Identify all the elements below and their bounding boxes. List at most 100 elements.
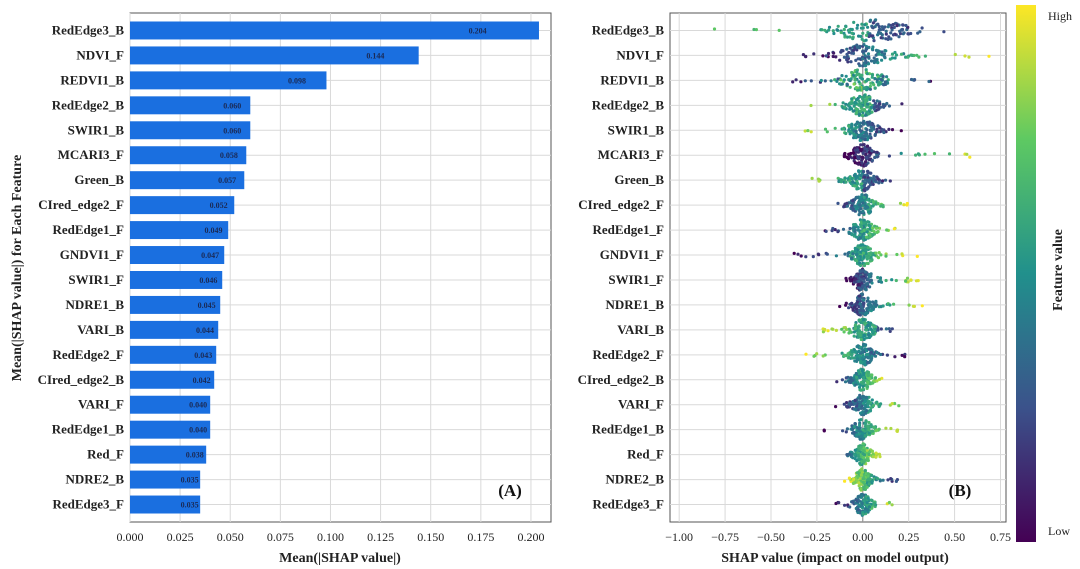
shap-point bbox=[859, 225, 864, 229]
shap-point bbox=[860, 432, 864, 436]
shap-point bbox=[872, 99, 876, 103]
shap-point bbox=[856, 186, 860, 191]
shap-point bbox=[852, 305, 857, 309]
shap-point bbox=[864, 130, 868, 134]
shap-point bbox=[866, 373, 870, 378]
shap-point bbox=[837, 501, 841, 505]
shap-point bbox=[869, 327, 873, 332]
shap-point bbox=[848, 46, 852, 50]
bar-chart-x-tick: 0.075 bbox=[267, 530, 294, 544]
shap-point bbox=[865, 128, 869, 132]
shap-point bbox=[862, 108, 867, 112]
shap-point bbox=[865, 33, 869, 38]
shap-point bbox=[841, 101, 845, 105]
shap-point bbox=[852, 20, 856, 24]
shap-point bbox=[849, 77, 853, 81]
shap-point bbox=[854, 175, 859, 179]
shap-point bbox=[845, 327, 849, 332]
shap-point bbox=[854, 207, 858, 211]
shap-point bbox=[907, 303, 911, 307]
bar-feature-label: RedEdge3_F bbox=[53, 497, 125, 512]
shap-point bbox=[855, 148, 860, 152]
shap-point bbox=[877, 251, 881, 255]
shap-point bbox=[864, 422, 868, 426]
shap-point bbox=[866, 55, 870, 59]
shap-point bbox=[855, 26, 859, 30]
shap-point bbox=[857, 34, 861, 38]
bar-value-label: 0.046 bbox=[199, 276, 217, 285]
shap-point bbox=[861, 428, 865, 432]
shap-point bbox=[914, 153, 918, 157]
shap-point bbox=[877, 107, 881, 111]
shap-point bbox=[863, 400, 867, 404]
shap-point bbox=[854, 101, 858, 105]
shap-point bbox=[851, 456, 855, 460]
shap-point bbox=[848, 226, 852, 231]
shap-point bbox=[871, 200, 876, 204]
shap-point bbox=[886, 478, 890, 482]
shap-point bbox=[862, 456, 866, 460]
beeswarm-feature-label: SWIR1_F bbox=[608, 272, 664, 287]
bar-value-label: 0.060 bbox=[223, 101, 241, 110]
shap-point bbox=[912, 78, 916, 82]
shap-point bbox=[857, 162, 861, 166]
bar bbox=[130, 445, 207, 464]
bar bbox=[130, 21, 539, 40]
shap-point bbox=[843, 151, 847, 156]
shap-point bbox=[853, 448, 857, 452]
shap-point bbox=[841, 227, 846, 231]
bar-chart-feature-labels: RedEdge3_B NDVI_F REDVI1_B RedEdge2_B SWIR1_… bbox=[38, 22, 125, 511]
shap-point bbox=[862, 61, 866, 65]
bar-value-label: 0.204 bbox=[469, 26, 487, 35]
bar bbox=[130, 320, 219, 339]
shap-point bbox=[892, 227, 897, 231]
shap-point bbox=[859, 445, 863, 449]
shap-point bbox=[853, 232, 857, 236]
beeswarm-x-tick: −0.75 bbox=[711, 530, 739, 544]
beeswarm-feature-label: Green_B bbox=[614, 172, 664, 187]
shap-point bbox=[842, 78, 846, 82]
shap-point bbox=[869, 278, 874, 282]
shap-point bbox=[870, 149, 874, 153]
shap-point bbox=[870, 306, 874, 310]
bar-value-label: 0.045 bbox=[198, 301, 216, 310]
shap-point bbox=[883, 178, 888, 182]
shap-point bbox=[854, 86, 859, 90]
shap-point bbox=[870, 25, 875, 29]
bar-feature-label: RedEdge2_B bbox=[52, 97, 125, 112]
shap-point bbox=[855, 98, 859, 102]
shap-point bbox=[886, 37, 890, 42]
shap-point bbox=[845, 405, 849, 409]
shap-point bbox=[877, 77, 881, 81]
shap-point bbox=[862, 375, 866, 380]
bar-feature-label: RedEdge2_F bbox=[53, 347, 125, 362]
bar-value-label: 0.043 bbox=[194, 351, 212, 360]
shap-point bbox=[887, 500, 892, 505]
shap-point bbox=[846, 177, 850, 181]
beeswarm-feature-label: NDVI_F bbox=[616, 47, 664, 62]
shap-point bbox=[873, 133, 877, 137]
shap-point bbox=[860, 369, 865, 373]
shap-point bbox=[853, 453, 857, 457]
shap-point bbox=[968, 155, 972, 159]
shap-point bbox=[861, 382, 865, 386]
shap-point bbox=[862, 143, 866, 147]
shap-point bbox=[845, 427, 850, 431]
beeswarm-plot-area bbox=[669, 12, 1007, 523]
shap-point bbox=[875, 379, 879, 383]
shap-point bbox=[859, 246, 863, 250]
shap-point bbox=[841, 429, 845, 433]
shap-point bbox=[826, 329, 830, 333]
shap-point bbox=[844, 131, 848, 136]
shap-point bbox=[860, 331, 864, 335]
shap-point bbox=[862, 263, 867, 268]
bar-value-label: 0.098 bbox=[288, 76, 306, 85]
shap-point bbox=[856, 408, 860, 412]
shap-point bbox=[861, 57, 865, 61]
beeswarm-feature-label: VARI_F bbox=[618, 397, 664, 412]
shap-point bbox=[890, 28, 894, 32]
shap-point bbox=[858, 318, 862, 322]
shap-point bbox=[859, 207, 863, 211]
shap-point bbox=[849, 402, 853, 406]
shap-point bbox=[863, 312, 868, 316]
